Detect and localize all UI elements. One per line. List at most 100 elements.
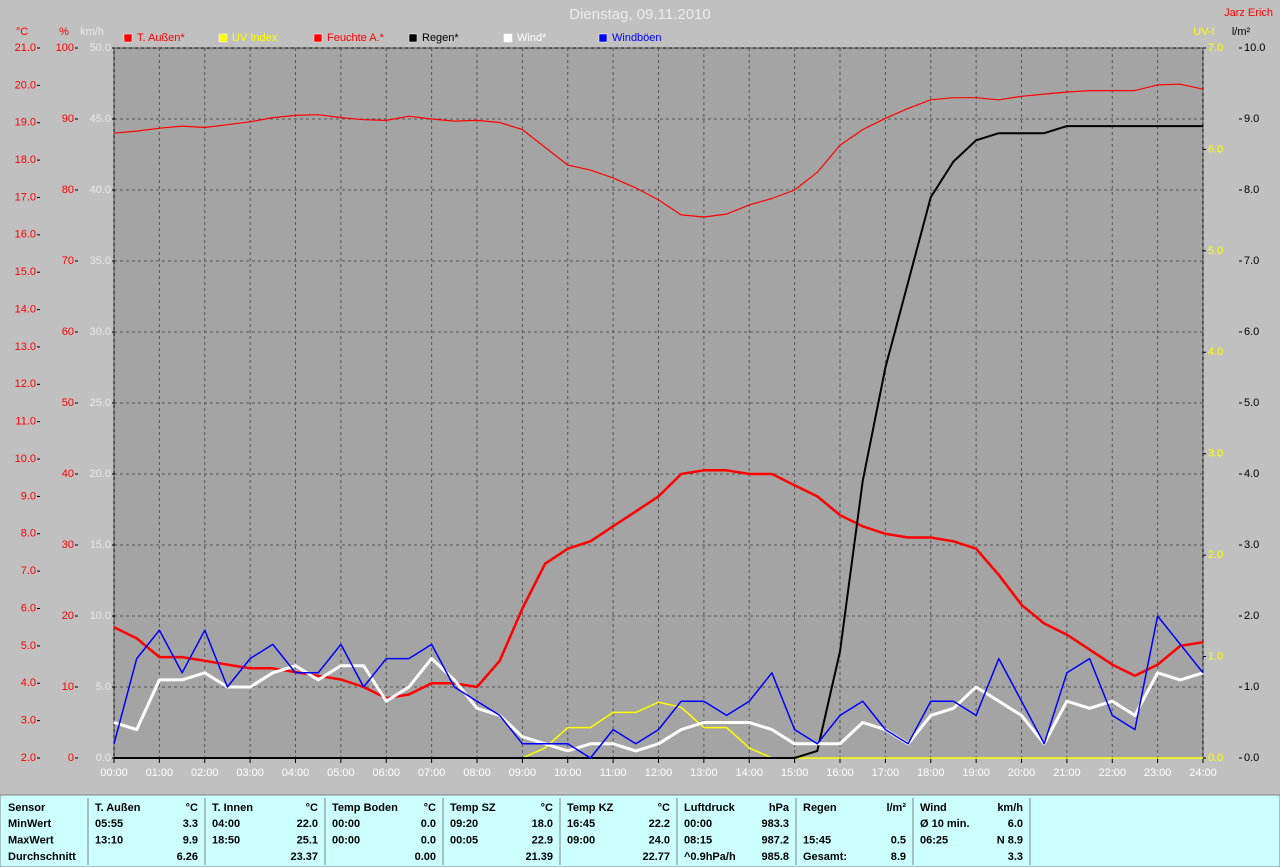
- table-cell: 06:25: [920, 834, 948, 846]
- y-tick-label: 12.0: [15, 378, 36, 390]
- table-cell: Durchschnitt: [8, 851, 76, 863]
- table-cell: °C: [541, 802, 553, 814]
- axis-title: l/m²: [1232, 26, 1251, 38]
- y-tick-label: 50.0: [90, 42, 111, 54]
- y-tick-label: 7.0: [21, 565, 36, 577]
- y-tick-label: 5.0: [21, 640, 36, 652]
- y-tick-label: 0: [68, 752, 74, 764]
- y-tick-label: 25.0: [90, 397, 111, 409]
- series-line: [113, 615, 1204, 759]
- y-tick-label: 15.0: [90, 539, 111, 551]
- axis-title: km/h: [80, 26, 104, 38]
- table-cell: 23.37: [290, 851, 318, 863]
- table-cell: °C: [658, 802, 670, 814]
- legend-label: Regen*: [422, 32, 459, 44]
- table-cell: 987.2: [761, 834, 789, 846]
- legend-label: Wind*: [517, 32, 547, 44]
- legend-label: T. Außen*: [137, 32, 185, 44]
- y-tick-label: 0.0: [1208, 752, 1223, 764]
- table-cell: 09:00: [567, 834, 595, 846]
- y-tick-label: 18.0: [15, 154, 36, 166]
- legend-swatch: [123, 33, 133, 43]
- table-cell: 0.00: [415, 851, 436, 863]
- y-tick-label: 21.0: [15, 42, 36, 54]
- y-tick-label: 6.0: [1244, 326, 1259, 338]
- author: Jarz Erich: [1224, 7, 1273, 19]
- table-cell: 21.39: [525, 851, 553, 863]
- y-tick-label: 20: [62, 610, 74, 622]
- y-tick-label: 9.0: [21, 490, 36, 502]
- table-cell: T. Innen: [212, 802, 253, 814]
- series-line: [113, 657, 1204, 753]
- x-tick-label: 24:00: [1189, 767, 1217, 779]
- y-tick-label: 40: [62, 468, 74, 480]
- x-tick-label: 05:00: [327, 767, 355, 779]
- table-text: Sensor T. Außen °C T. Innen °C Temp Boden °C Te…: [8, 802, 1023, 863]
- y-tick-label: 13.0: [15, 341, 36, 353]
- y-tick-label: 14.0: [15, 303, 36, 315]
- table-cell: 983.3: [761, 818, 789, 830]
- table-cell: 09:20: [450, 818, 478, 830]
- table-cell: Temp KZ: [567, 802, 614, 814]
- x-tick-label: 00:00: [100, 767, 128, 779]
- table-cell: 18.0: [532, 818, 553, 830]
- y-tick-label: 11.0: [15, 416, 36, 428]
- y-tick-label: 5.0: [1244, 397, 1259, 409]
- y-tick-label: 20.0: [15, 79, 36, 91]
- y-tick-label: 90: [62, 113, 74, 125]
- table-cell: 985.8: [761, 851, 789, 863]
- table-cell: ^0.9hPa/h: [684, 851, 736, 863]
- y-tick-label: 15.0: [15, 266, 36, 278]
- y-tick-label: 5.0: [1208, 245, 1223, 257]
- y-tick-label: 16.0: [15, 229, 36, 241]
- y-tick-label: 35.0: [90, 255, 111, 267]
- axis-title: UV-I: [1193, 26, 1214, 38]
- table-cell: Regen: [803, 802, 837, 814]
- x-tick-label: 16:00: [826, 767, 854, 779]
- x-tick-label: 01:00: [146, 767, 174, 779]
- table-cell: 00:00: [684, 818, 712, 830]
- y-tick-label: 30: [62, 539, 74, 551]
- table-cell: hPa: [769, 802, 790, 814]
- series-line: [114, 125, 1203, 759]
- y-tick-label: 30.0: [90, 326, 111, 338]
- table-cell: 05:55: [95, 818, 123, 830]
- table-cell: 3.3: [1008, 851, 1023, 863]
- x-tick-label: 02:00: [191, 767, 219, 779]
- y-tick-label: 20.0: [90, 468, 111, 480]
- legend-swatch: [408, 33, 418, 43]
- table-cell: 08:15: [684, 834, 712, 846]
- table-cell: Temp SZ: [450, 802, 496, 814]
- table-cell: 3.3: [183, 818, 198, 830]
- table-cell: 25.1: [297, 834, 318, 846]
- y-tick-label: 9.0: [1244, 113, 1259, 125]
- table-cell: 13:10: [95, 834, 123, 846]
- table-cell: Wind: [920, 802, 947, 814]
- table-cell: Luftdruck: [684, 802, 736, 814]
- axis-title: °C: [16, 26, 28, 38]
- x-tick-label: 18:00: [917, 767, 945, 779]
- x-tick-label: 13:00: [690, 767, 718, 779]
- table-cell: N 8.9: [997, 834, 1023, 846]
- table-cell: 0.0: [421, 834, 436, 846]
- table-cell: km/h: [997, 802, 1023, 814]
- table-cell: °C: [186, 802, 198, 814]
- y-tick-label: 7.0: [1208, 42, 1223, 54]
- table-cell: 22.9: [532, 834, 553, 846]
- table-cell: 22.2: [649, 818, 670, 830]
- y-tick-label: 8.0: [21, 528, 36, 540]
- y-tick-label: 6.0: [21, 602, 36, 614]
- y-tick-label: 3.0: [1208, 448, 1223, 460]
- legend-label: UV Index: [232, 32, 278, 44]
- y-tick-label: 10.0: [90, 610, 111, 622]
- x-tick-label: 10:00: [554, 767, 582, 779]
- table-cell: 6.26: [177, 851, 198, 863]
- legend-swatch: [218, 33, 228, 43]
- x-tick-label: 19:00: [962, 767, 990, 779]
- table-cell: 8.9: [891, 851, 906, 863]
- y-tick-label: 3.0: [21, 715, 36, 727]
- legend-label: Feuchte A.*: [327, 32, 385, 44]
- y-tick-label: 10.0: [1244, 42, 1265, 54]
- table-cell: 0.5: [891, 834, 906, 846]
